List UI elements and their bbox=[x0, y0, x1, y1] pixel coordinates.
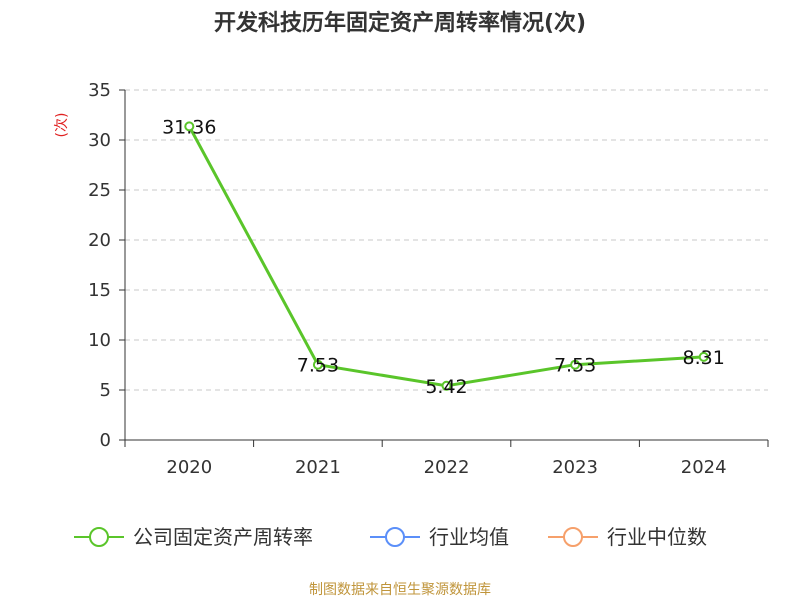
x-axis-ticks: 2020 2021 2022 2023 2024 bbox=[124, 440, 769, 478]
legend[interactable]: 公司固定资产周转率 行业均值 行业中位数 bbox=[74, 525, 707, 549]
data-point-2022 bbox=[441, 380, 452, 391]
data-point-2024 bbox=[698, 351, 709, 362]
legend-label-1: 行业均值 bbox=[429, 525, 509, 549]
data-label-2021: 7.53 bbox=[297, 355, 339, 377]
x-tick-label-2021: 2021 bbox=[295, 457, 341, 478]
legend-label-0: 公司固定资产周转率 bbox=[133, 525, 313, 549]
grid-lines bbox=[125, 89, 768, 391]
y-tick-label-35: 35 bbox=[88, 80, 111, 101]
legend-label-2: 行业中位数 bbox=[607, 525, 707, 549]
series-layer: 31.36 7.53 5.42 7.53 8.31 bbox=[162, 116, 725, 397]
y-tick-label-25: 25 bbox=[88, 180, 111, 201]
axes bbox=[124, 90, 768, 441]
data-label-2022: 5.42 bbox=[425, 376, 467, 398]
y-tick-label-30: 30 bbox=[88, 130, 111, 151]
data-label-2024: 8.31 bbox=[683, 347, 725, 369]
x-tick-label-2024: 2024 bbox=[681, 457, 727, 478]
data-label-2023: 7.53 bbox=[554, 355, 596, 377]
chart-title: 开发科技历年固定资产周转率情况(次) bbox=[214, 10, 586, 36]
x-tick-label-2023: 2023 bbox=[552, 457, 598, 478]
legend-marker-2 bbox=[563, 527, 583, 547]
y-axis-unit: (次) bbox=[54, 113, 70, 138]
y-tick-label-5: 5 bbox=[100, 380, 111, 401]
legend-marker-0 bbox=[89, 527, 109, 547]
y-tick-label-15: 15 bbox=[88, 280, 111, 301]
data-point-2021 bbox=[312, 359, 323, 370]
y-tick-label-0: 0 bbox=[100, 430, 111, 451]
y-tick-label-10: 10 bbox=[88, 330, 111, 351]
y-tick-label-20: 20 bbox=[88, 230, 111, 251]
series-line-0 bbox=[187, 125, 704, 388]
data-label-2020: 31.36 bbox=[162, 116, 216, 138]
data-point-2020 bbox=[184, 121, 195, 132]
data-point-2023 bbox=[570, 359, 581, 370]
source-note: 制图数据来自恒生聚源数据库 bbox=[309, 582, 491, 598]
x-tick-label-2020: 2020 bbox=[166, 457, 212, 478]
legend-marker-1 bbox=[385, 527, 405, 547]
y-axis-ticks: 0 5 10 15 20 25 30 35 bbox=[88, 80, 125, 451]
x-tick-label-2022: 2022 bbox=[424, 457, 470, 478]
